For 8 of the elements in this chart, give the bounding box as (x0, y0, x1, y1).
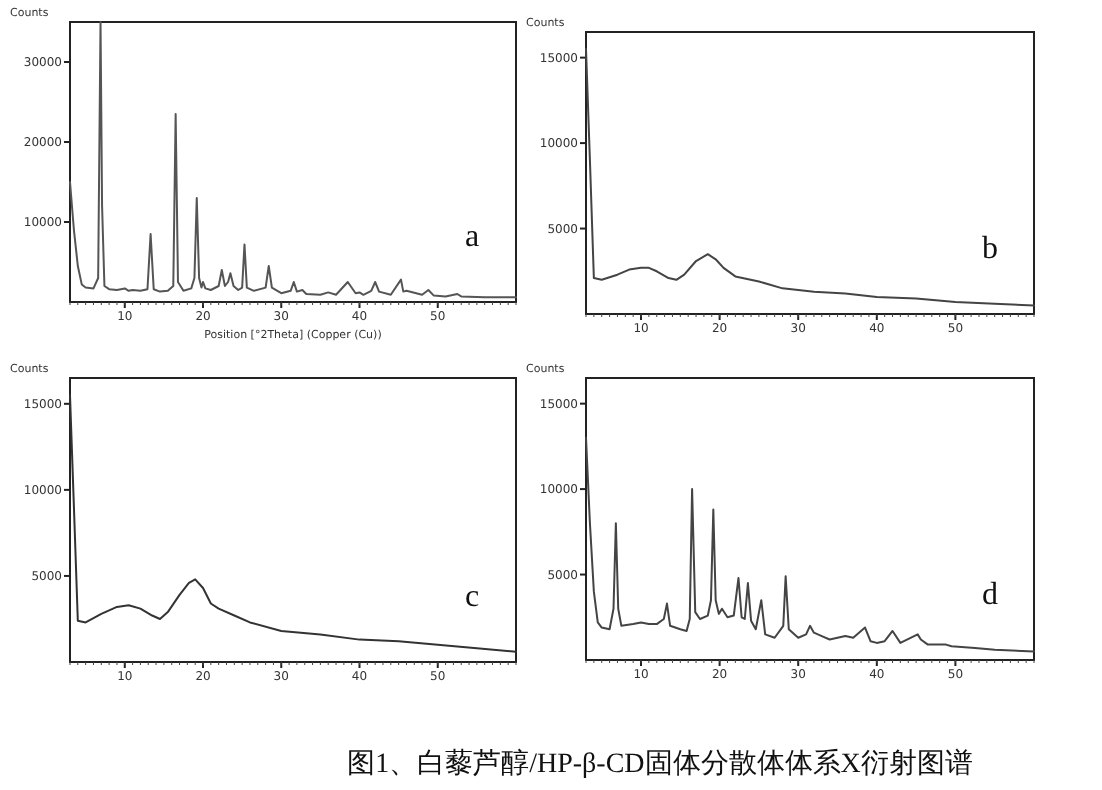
annotation: d (982, 578, 998, 612)
line-series (585, 436, 1035, 653)
line-series (69, 394, 517, 653)
annotation: c (464, 580, 480, 614)
caption: 图1、白藜芦醇/HP-β-CD固体分散体体系X衍射图谱 (347, 748, 973, 780)
line-series (585, 48, 1035, 307)
annotation: b (982, 232, 998, 266)
annotation: a (464, 220, 480, 254)
